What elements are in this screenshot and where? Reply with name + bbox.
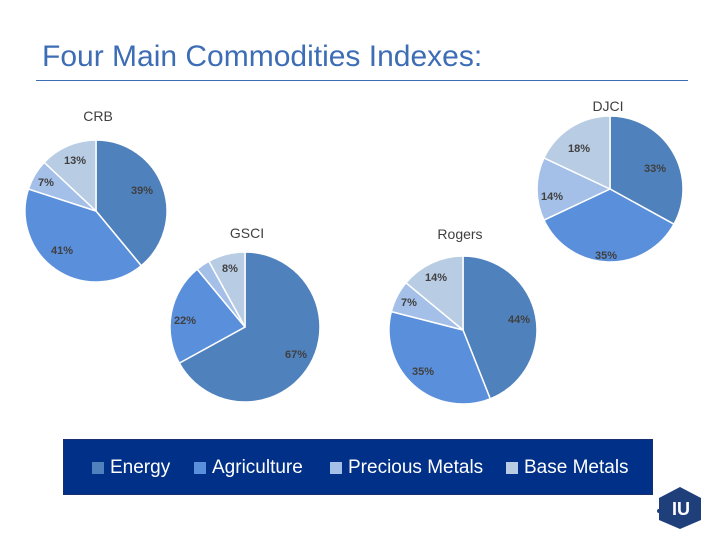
data-label-crb-base-metals: 13% — [64, 155, 86, 167]
logo-text: IU — [672, 499, 690, 519]
legend-item-precious-metals: Precious Metals — [330, 440, 483, 496]
pie-chart-djci: 33% 35% 14% 18% DJCI — [536, 98, 684, 263]
data-label-rogers-energy: 44% — [508, 314, 530, 326]
data-label-gsci-energy: 67% — [285, 349, 307, 361]
pie-chart-rogers: 44% 35% 7% 14% Rogers — [388, 226, 538, 405]
legend-label-agriculture: Agriculture — [212, 457, 303, 478]
data-label-rogers-precious-metals: 7% — [401, 297, 417, 309]
pie-slice-djci-base-metals — [542, 115, 611, 191]
pie-slice-crb-energy — [95, 139, 168, 267]
legend-label-energy: Energy — [110, 457, 171, 478]
legend-swatch-agriculture — [194, 462, 206, 474]
pie-slice-crb-base-metals — [43, 139, 97, 213]
pie-title-crb: CRB — [83, 108, 113, 124]
pie-slice-rogers-agriculture — [388, 310, 492, 405]
legend-item-agriculture: Agriculture — [194, 440, 303, 496]
legend-item-energy: Energy — [92, 440, 170, 496]
pie-slice-gsci-base-metals — [207, 251, 246, 328]
slide-title: Four Main Commodities Indexes: — [42, 40, 483, 73]
data-label-crb-precious-metals: 7% — [38, 177, 54, 189]
pie-chart-gsci: 67% 22% 8% GSCI — [169, 225, 321, 403]
chart-legend: Energy Agriculture Precious Metals Base … — [63, 439, 653, 495]
pie-title-rogers: Rogers — [437, 226, 482, 242]
title-divider — [36, 80, 688, 81]
legend-swatch-base-metals — [506, 462, 518, 474]
data-label-djci-base-metals: 18% — [568, 143, 590, 155]
legend-label-precious-metals: Precious Metals — [348, 457, 484, 478]
iu-logo-icon: IU — [654, 485, 706, 531]
pie-slice-gsci-energy — [178, 251, 321, 403]
pie-chart-crb: 39% 41% 7% 13% CRB — [24, 108, 168, 283]
data-label-djci-energy: 33% — [644, 163, 666, 175]
data-label-crb-agriculture: 41% — [51, 245, 73, 257]
data-label-gsci-agriculture: 22% — [174, 315, 196, 327]
pie-slice-djci-precious-metals — [536, 156, 612, 222]
pie-title-djci: DJCI — [592, 98, 623, 114]
data-label-rogers-base-metals: 14% — [425, 272, 447, 284]
legend-swatch-energy — [92, 462, 104, 474]
pie-slice-djci-energy — [609, 115, 684, 226]
data-label-djci-precious-metals: 14% — [541, 191, 563, 203]
pie-title-gsci: GSCI — [230, 225, 264, 241]
data-label-crb-energy: 39% — [131, 185, 153, 197]
pie-slice-crb-agriculture — [24, 188, 143, 283]
pie-slice-rogers-energy — [462, 255, 538, 400]
data-label-rogers-agriculture: 35% — [412, 366, 434, 378]
data-label-djci-agriculture: 35% — [595, 250, 617, 262]
pie-slice-gsci-agriculture — [169, 268, 247, 365]
legend-swatch-precious-metals — [330, 462, 342, 474]
legend-label-base-metals: Base Metals — [524, 457, 629, 478]
legend-item-base-metals: Base Metals — [506, 440, 629, 496]
pie-slice-rogers-base-metals — [404, 255, 464, 332]
pie-slice-djci-agriculture — [542, 188, 675, 263]
data-label-gsci-base-metals: 8% — [222, 263, 238, 275]
